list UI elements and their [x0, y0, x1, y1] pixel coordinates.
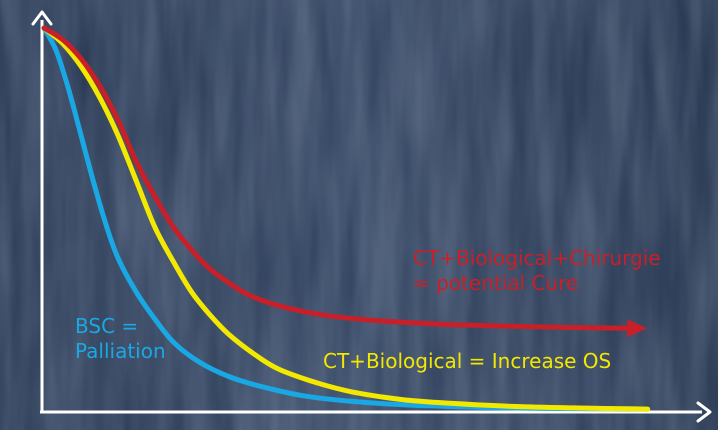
- ct-biological-chirurgie-annotation: CT+Biological+Chirurgie = potential Cure: [413, 246, 661, 296]
- bsc-annotation-line-2: Palliation: [75, 339, 166, 363]
- ct-biological-chirurgie-annotation-line-1: CT+Biological+Chirurgie: [413, 246, 661, 270]
- bsc-annotation: BSC = Palliation: [75, 314, 166, 364]
- bsc-annotation-line-1: BSC =: [75, 314, 139, 338]
- y-axis: [31, 10, 53, 412]
- ct-biological-chirurgie-annotation-line-2: = potential Cure: [413, 271, 579, 295]
- x-axis: [40, 401, 712, 423]
- series-line-bsc: [41, 25, 651, 412]
- series-line-ct-bio-chir: [41, 25, 632, 332]
- series-arrowhead-ct-bio-chir: [627, 319, 648, 338]
- series-layer: [41, 25, 651, 412]
- ct-biological-annotation: CT+Biological = Increase OS: [323, 349, 612, 373]
- series-line-ct-bio: [41, 25, 651, 412]
